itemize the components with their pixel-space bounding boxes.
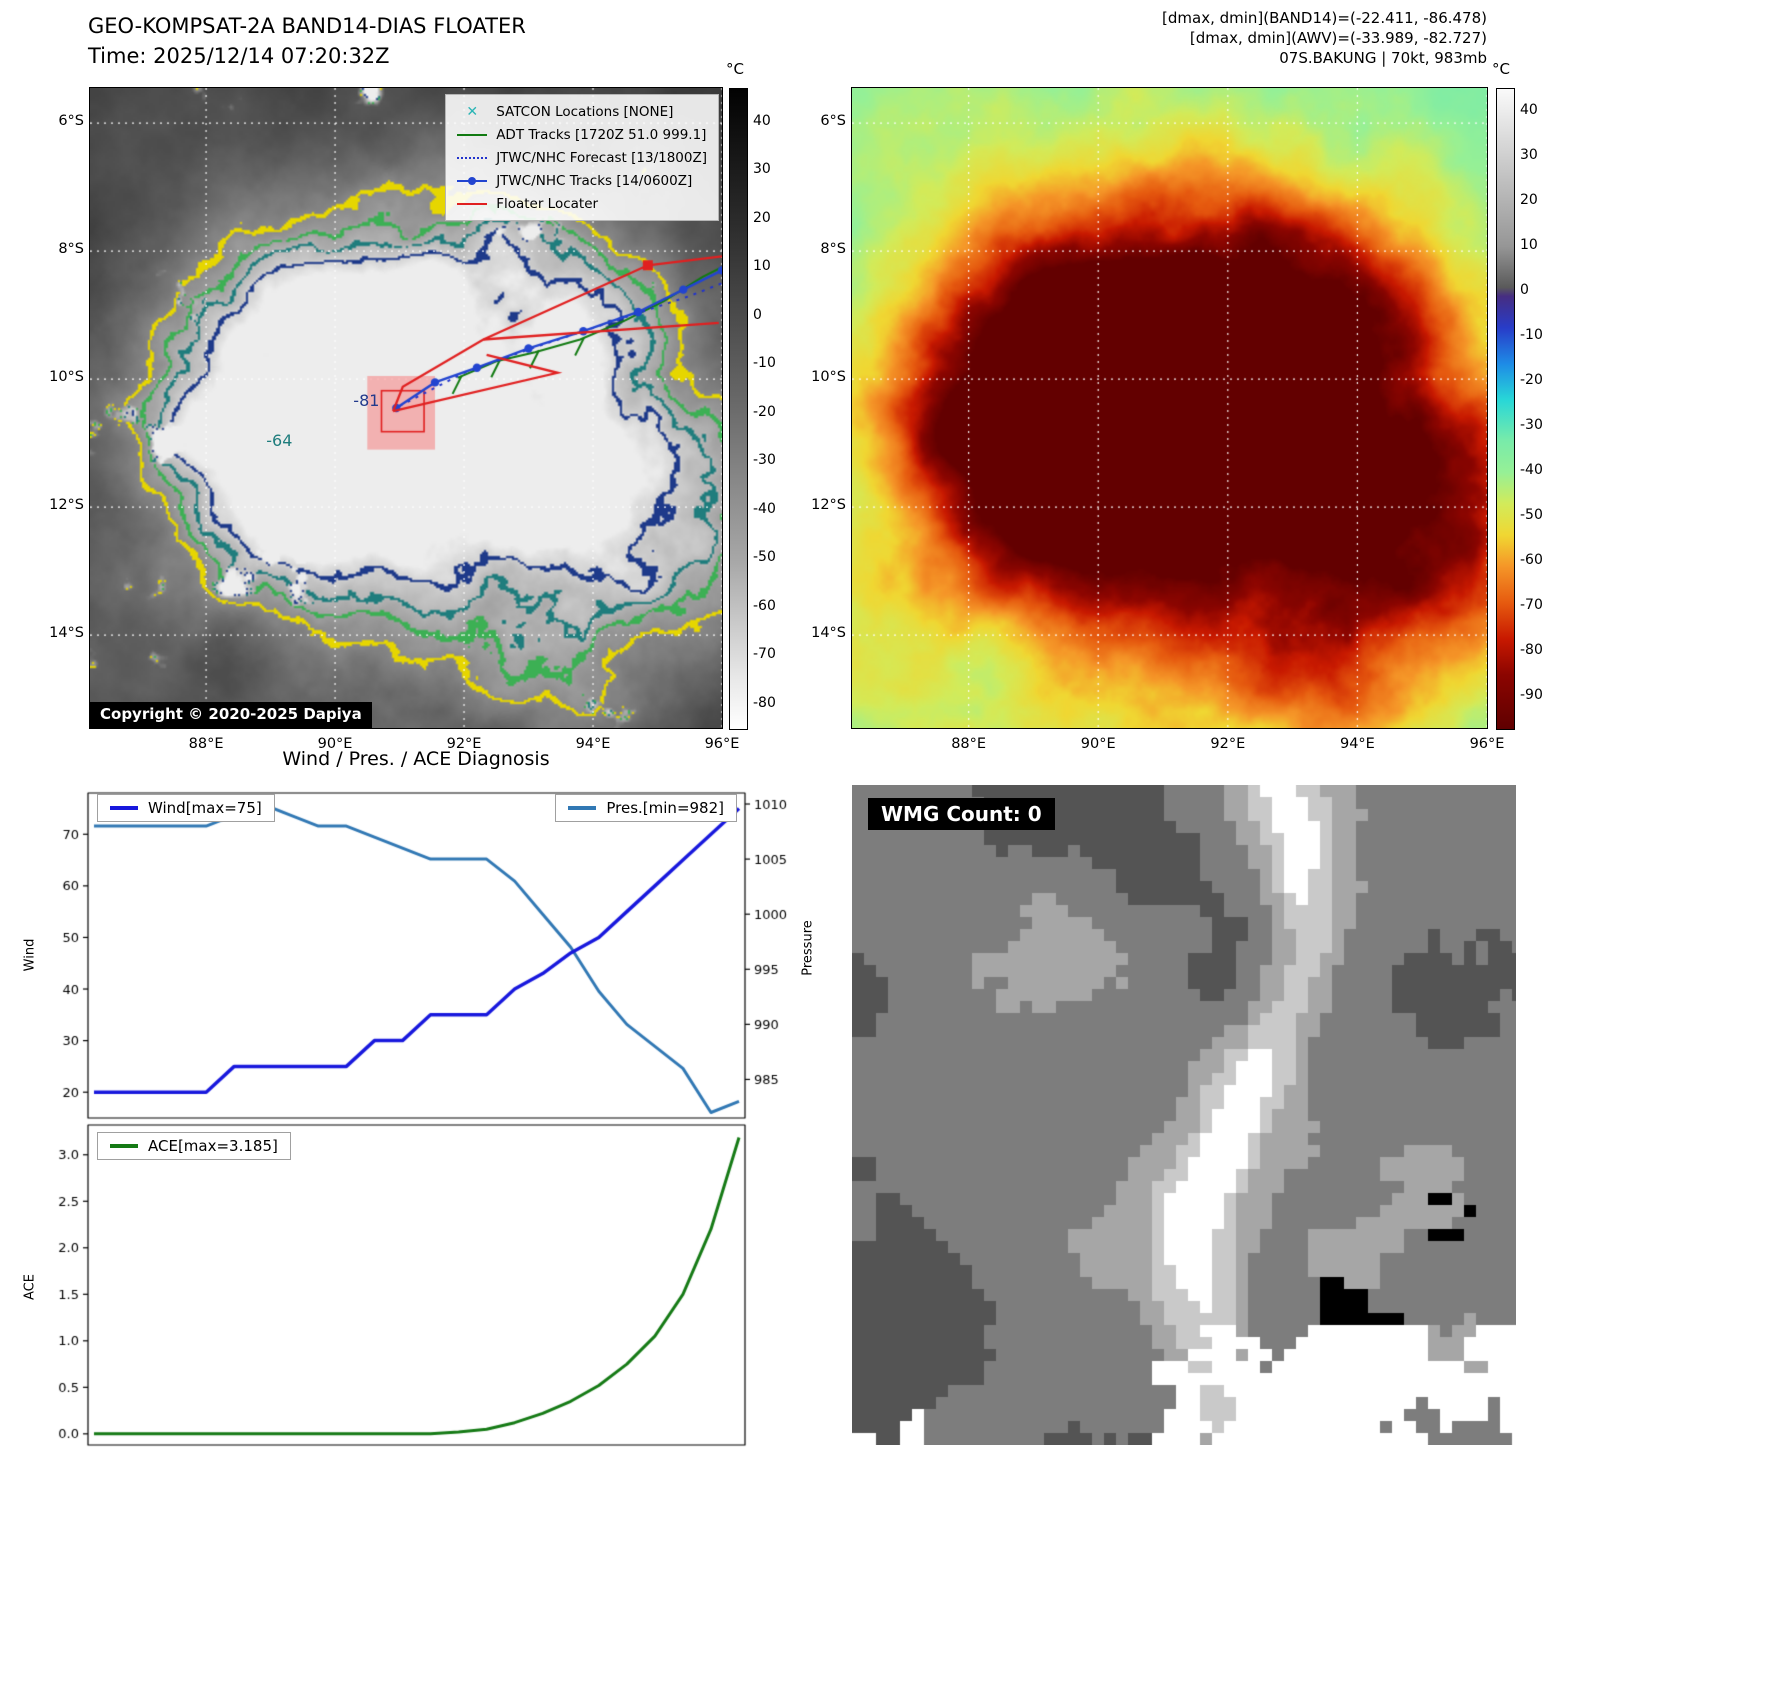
y-axis-tick-label: 6°S — [58, 113, 84, 130]
x-axis-tick-label: 90°E — [317, 736, 353, 752]
colorbar-tick-label: -50 — [753, 549, 776, 566]
colorbar-tick-label: -80 — [753, 694, 776, 711]
storm-id-intensity: 07S.BAKUNG | 70kt, 983mb — [1279, 49, 1487, 67]
legend-label: Floater Locater — [496, 195, 599, 212]
wind-legend: Wind[max=75] — [97, 794, 275, 822]
band14-time: Time: 2025/12/14 07:20:32Z — [88, 44, 390, 68]
legend-item-adt: ADT Tracks [1720Z 51.0 999.1] — [457, 125, 707, 144]
adt-line-icon — [457, 133, 488, 136]
colorbar-tick-label: -40 — [1520, 462, 1543, 479]
colorbar-tick-label: 0 — [1520, 281, 1529, 298]
y-axis-tick-label: 10°S — [811, 369, 846, 386]
colorbar-tick-label: 30 — [753, 161, 771, 178]
colorbar-tick-label: -50 — [1520, 507, 1543, 524]
band14-title: GEO-KOMPSAT-2A BAND14-DIAS FLOATER — [88, 14, 526, 38]
pressure-legend: Pres.[min=982] — [555, 794, 737, 822]
x-axis-tick-label: 90°E — [1080, 736, 1116, 752]
floater-line-icon — [457, 202, 488, 205]
colorbar-tick-label: -30 — [753, 452, 776, 469]
legend-label: ADT Tracks [1720Z 51.0 999.1] — [496, 126, 707, 143]
dmax-dmin-awv: [dmax, dmin](AWV)=(-33.989, -82.727) — [1189, 29, 1487, 47]
x-axis-tick-label: 94°E — [1339, 736, 1375, 752]
colorbar-tick-label: 20 — [753, 209, 771, 226]
colorbar-tick-label: -60 — [1520, 552, 1543, 569]
colorbar-tick-label: 30 — [1520, 146, 1538, 163]
colorbar-tick-label: -80 — [1520, 642, 1543, 659]
wind-line-icon — [110, 806, 138, 810]
wmg-image — [852, 785, 1516, 1445]
colorbar-tick-label: -10 — [1520, 326, 1543, 343]
colorbar-tick-label: -70 — [753, 646, 776, 663]
y-axis-tick-label: 8°S — [58, 241, 84, 258]
colorbar-tick-label: -20 — [1520, 371, 1543, 388]
track-dot-icon — [468, 176, 477, 185]
diagnosis-charts — [0, 740, 830, 1470]
y-axis-tick-label: 8°S — [820, 241, 846, 258]
colorbar-tick-label: -30 — [1520, 417, 1543, 434]
x-axis-tick-label: 88°E — [188, 736, 224, 752]
awv-colorbar — [1496, 88, 1515, 730]
legend-item-floater: Floater Locater — [457, 194, 707, 213]
colorbar-tick-label: -40 — [753, 500, 776, 517]
awv-map — [851, 87, 1488, 729]
copyright-badge: Copyright © 2020-2025 Dapiya — [90, 702, 372, 728]
y-axis-tick-label: 12°S — [49, 497, 84, 514]
y-axis-tick-label: 10°S — [49, 369, 84, 386]
ace-legend-label: ACE[max=3.185] — [148, 1137, 278, 1155]
colorbar-tick-label: 0 — [753, 306, 762, 323]
wind-legend-label: Wind[max=75] — [148, 799, 262, 817]
colorbar-tick-label: -90 — [1520, 687, 1543, 704]
legend-label: JTWC/NHC Tracks [14/0600Z] — [496, 172, 693, 189]
y-axis-tick-label: 14°S — [49, 625, 84, 642]
pressure-line-icon — [568, 806, 597, 810]
contour-label: -81 — [353, 390, 380, 410]
colorbar-tick-label: -10 — [753, 355, 776, 372]
ace-legend: ACE[max=3.185] — [97, 1132, 291, 1160]
satcon-x-icon: ✕ — [466, 103, 479, 120]
awv-colorbar-unit: °C — [1492, 60, 1510, 78]
x-axis-tick-label: 96°E — [1469, 736, 1505, 752]
colorbar-tick-label: 10 — [1520, 236, 1538, 253]
colorbar-tick-label: 20 — [1520, 191, 1538, 208]
y-axis-tick-label: 14°S — [811, 625, 846, 642]
band14-colorbar-unit: °C — [726, 60, 744, 78]
pressure-legend-label: Pres.[min=982] — [606, 799, 724, 817]
wmg-count-badge: WMG Count: 0 — [868, 798, 1055, 830]
colorbar-tick-label: -70 — [1520, 597, 1543, 614]
y-axis-tick-label: 6°S — [820, 113, 846, 130]
legend-item-track: JTWC/NHC Tracks [14/0600Z] — [457, 171, 707, 190]
legend-item-satcon: ✕ SATCON Locations [NONE] — [457, 102, 707, 121]
legend-label: JTWC/NHC Forecast [13/1800Z] — [496, 149, 707, 166]
colorbar-tick-label: -60 — [753, 597, 776, 614]
x-axis-tick-label: 92°E — [1210, 736, 1246, 752]
colorbar-tick-label: 10 — [753, 258, 771, 275]
y-axis-tick-label: 12°S — [811, 497, 846, 514]
x-axis-tick-label: 88°E — [951, 736, 987, 752]
x-axis-tick-label: 96°E — [704, 736, 740, 752]
dmax-dmin-band14: [dmax, dmin](BAND14)=(-22.411, -86.478) — [1162, 9, 1487, 27]
pressure-axis-label: Pressure — [800, 920, 816, 976]
colorbar-tick-label: 40 — [1520, 101, 1538, 118]
map-legend: ✕ SATCON Locations [NONE] ADT Tracks [17… — [445, 94, 719, 221]
x-axis-tick-label: 94°E — [575, 736, 611, 752]
awv-overlay — [852, 88, 1487, 728]
ace-line-icon — [110, 1144, 138, 1148]
colorbar-tick-label: -20 — [753, 403, 776, 420]
colorbar-tick-label: 40 — [753, 112, 771, 129]
legend-item-forecast: JTWC/NHC Forecast [13/1800Z] — [457, 148, 707, 167]
legend-label: SATCON Locations [NONE] — [496, 103, 674, 120]
track-line-dot-icon — [457, 176, 488, 185]
ace-axis-label: ACE — [22, 1274, 38, 1300]
x-axis-tick-label: 92°E — [446, 736, 482, 752]
forecast-dotted-line-icon — [457, 156, 488, 159]
band14-colorbar — [729, 88, 748, 730]
contour-label: -64 — [266, 431, 293, 450]
band14-map: ✕ SATCON Locations [NONE] ADT Tracks [17… — [89, 87, 723, 729]
awv-header: [dmax, dmin](BAND14)=(-22.411, -86.478) … — [1000, 8, 1487, 68]
wind-axis-label: Wind — [22, 938, 38, 972]
